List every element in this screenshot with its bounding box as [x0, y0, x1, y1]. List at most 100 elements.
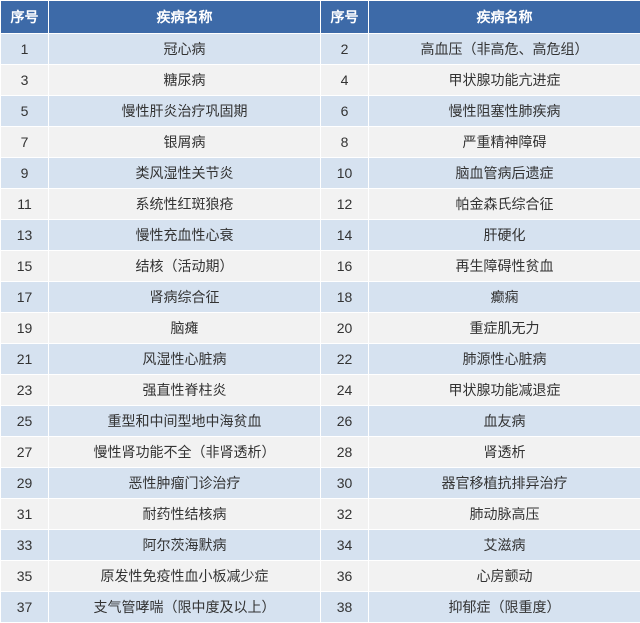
- seq-cell: 11: [1, 189, 49, 220]
- table-row: 3糖尿病4甲状腺功能亢进症: [1, 65, 640, 96]
- seq-cell: 14: [321, 220, 369, 251]
- header-seq-1: 序号: [1, 1, 49, 34]
- header-name-2: 疾病名称: [369, 1, 640, 34]
- name-cell: 糖尿病: [49, 65, 321, 96]
- name-cell: 慢性肾功能不全（非肾透析）: [49, 437, 321, 468]
- name-cell: 艾滋病: [369, 530, 640, 561]
- seq-cell: 30: [321, 468, 369, 499]
- name-cell: 严重精神障碍: [369, 127, 640, 158]
- seq-cell: 21: [1, 344, 49, 375]
- name-cell: 肺动脉高压: [369, 499, 640, 530]
- name-cell: 高血压（非高危、高危组）: [369, 34, 640, 65]
- name-cell: 重症肌无力: [369, 313, 640, 344]
- seq-cell: 1: [1, 34, 49, 65]
- seq-cell: 35: [1, 561, 49, 592]
- table-row: 23强直性脊柱炎24甲状腺功能减退症: [1, 375, 640, 406]
- seq-cell: 36: [321, 561, 369, 592]
- seq-cell: 20: [321, 313, 369, 344]
- name-cell: 类风湿性关节炎: [49, 158, 321, 189]
- name-cell: 血友病: [369, 406, 640, 437]
- name-cell: 系统性红斑狼疮: [49, 189, 321, 220]
- seq-cell: 32: [321, 499, 369, 530]
- name-cell: 强直性脊柱炎: [49, 375, 321, 406]
- header-seq-2: 序号: [321, 1, 369, 34]
- name-cell: 重型和中间型地中海贫血: [49, 406, 321, 437]
- name-cell: 抑郁症（限重度）: [369, 592, 640, 623]
- name-cell: 原发性免疫性血小板减少症: [49, 561, 321, 592]
- name-cell: 风湿性心脏病: [49, 344, 321, 375]
- seq-cell: 5: [1, 96, 49, 127]
- name-cell: 冠心病: [49, 34, 321, 65]
- name-cell: 再生障碍性贫血: [369, 251, 640, 282]
- seq-cell: 7: [1, 127, 49, 158]
- seq-cell: 18: [321, 282, 369, 313]
- seq-cell: 10: [321, 158, 369, 189]
- seq-cell: 13: [1, 220, 49, 251]
- seq-cell: 22: [321, 344, 369, 375]
- seq-cell: 33: [1, 530, 49, 561]
- seq-cell: 37: [1, 592, 49, 623]
- seq-cell: 17: [1, 282, 49, 313]
- name-cell: 支气管哮喘（限中度及以上）: [49, 592, 321, 623]
- name-cell: 甲状腺功能亢进症: [369, 65, 640, 96]
- seq-cell: 34: [321, 530, 369, 561]
- name-cell: 脑血管病后遗症: [369, 158, 640, 189]
- name-cell: 器官移植抗排异治疗: [369, 468, 640, 499]
- table-row: 9类风湿性关节炎10脑血管病后遗症: [1, 158, 640, 189]
- table-row: 33阿尔茨海默病34艾滋病: [1, 530, 640, 561]
- name-cell: 肾透析: [369, 437, 640, 468]
- table-row: 35原发性免疫性血小板减少症36心房颤动: [1, 561, 640, 592]
- name-cell: 甲状腺功能减退症: [369, 375, 640, 406]
- seq-cell: 26: [321, 406, 369, 437]
- name-cell: 帕金森氏综合征: [369, 189, 640, 220]
- seq-cell: 15: [1, 251, 49, 282]
- seq-cell: 2: [321, 34, 369, 65]
- table-header-row: 序号 疾病名称 序号 疾病名称: [1, 1, 640, 34]
- table-row: 11系统性红斑狼疮12帕金森氏综合征: [1, 189, 640, 220]
- seq-cell: 12: [321, 189, 369, 220]
- seq-cell: 6: [321, 96, 369, 127]
- seq-cell: 4: [321, 65, 369, 96]
- seq-cell: 19: [1, 313, 49, 344]
- seq-cell: 27: [1, 437, 49, 468]
- seq-cell: 38: [321, 592, 369, 623]
- name-cell: 慢性阻塞性肺疾病: [369, 96, 640, 127]
- table-row: 1冠心病2高血压（非高危、高危组）: [1, 34, 640, 65]
- table-row: 15结核（活动期）16再生障碍性贫血: [1, 251, 640, 282]
- seq-cell: 28: [321, 437, 369, 468]
- name-cell: 慢性充血性心衰: [49, 220, 321, 251]
- table-row: 31耐药性结核病32肺动脉高压: [1, 499, 640, 530]
- disease-table: 序号 疾病名称 序号 疾病名称 1冠心病2高血压（非高危、高危组）3糖尿病4甲状…: [0, 0, 640, 623]
- name-cell: 肾病综合征: [49, 282, 321, 313]
- table-row: 17肾病综合征18癫痫: [1, 282, 640, 313]
- name-cell: 慢性肝炎治疗巩固期: [49, 96, 321, 127]
- name-cell: 结核（活动期）: [49, 251, 321, 282]
- name-cell: 肺源性心脏病: [369, 344, 640, 375]
- table-row: 13慢性充血性心衰14肝硬化: [1, 220, 640, 251]
- seq-cell: 29: [1, 468, 49, 499]
- name-cell: 心房颤动: [369, 561, 640, 592]
- table-row: 25重型和中间型地中海贫血26血友病: [1, 406, 640, 437]
- name-cell: 肝硬化: [369, 220, 640, 251]
- seq-cell: 9: [1, 158, 49, 189]
- table-row: 19脑瘫20重症肌无力: [1, 313, 640, 344]
- seq-cell: 16: [321, 251, 369, 282]
- name-cell: 银屑病: [49, 127, 321, 158]
- seq-cell: 24: [321, 375, 369, 406]
- table-row: 5慢性肝炎治疗巩固期6慢性阻塞性肺疾病: [1, 96, 640, 127]
- name-cell: 耐药性结核病: [49, 499, 321, 530]
- table-row: 37支气管哮喘（限中度及以上）38抑郁症（限重度）: [1, 592, 640, 623]
- header-name-1: 疾病名称: [49, 1, 321, 34]
- table-body: 1冠心病2高血压（非高危、高危组）3糖尿病4甲状腺功能亢进症5慢性肝炎治疗巩固期…: [1, 34, 640, 623]
- table-row: 27慢性肾功能不全（非肾透析）28肾透析: [1, 437, 640, 468]
- seq-cell: 31: [1, 499, 49, 530]
- seq-cell: 23: [1, 375, 49, 406]
- seq-cell: 25: [1, 406, 49, 437]
- name-cell: 癫痫: [369, 282, 640, 313]
- table-row: 29恶性肿瘤门诊治疗30器官移植抗排异治疗: [1, 468, 640, 499]
- seq-cell: 3: [1, 65, 49, 96]
- table-row: 21风湿性心脏病22肺源性心脏病: [1, 344, 640, 375]
- name-cell: 恶性肿瘤门诊治疗: [49, 468, 321, 499]
- name-cell: 阿尔茨海默病: [49, 530, 321, 561]
- name-cell: 脑瘫: [49, 313, 321, 344]
